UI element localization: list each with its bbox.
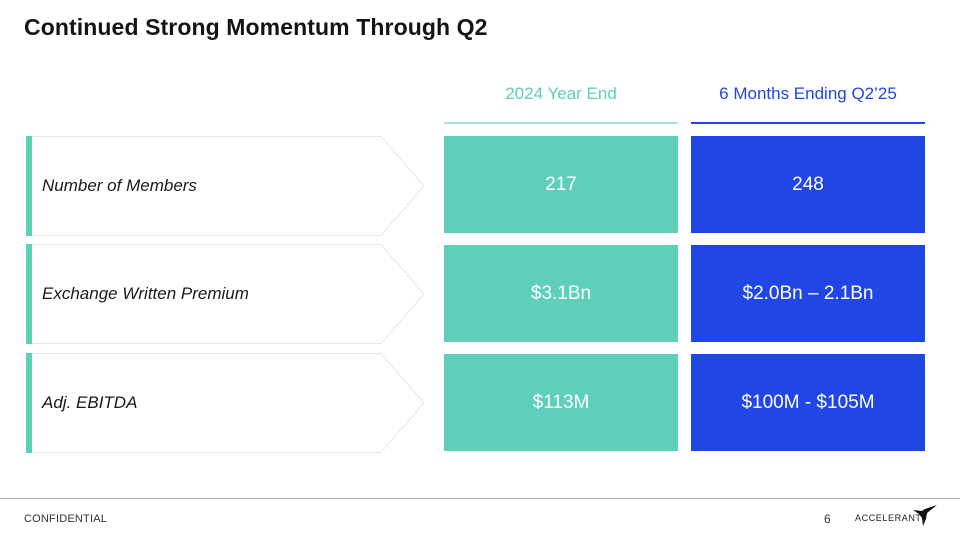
row-label-text: Adj. EBITDA (42, 393, 138, 412)
value-cell-2024-ebitda: $113M (444, 354, 678, 451)
row-label-number-of-members: Number of Members (26, 136, 426, 236)
page-number: 6 (824, 512, 831, 526)
value-cell-2024-premium: $3.1Bn (444, 245, 678, 342)
row-accent-bar (26, 353, 32, 453)
column-header-2024-year-end: 2024 Year End (505, 84, 617, 103)
column-header-underline (444, 122, 678, 124)
row-label-text: Exchange Written Premium (42, 284, 249, 303)
confidential-label: CONFIDENTIAL (24, 513, 108, 525)
row-label-exchange-written-premium: Exchange Written Premium (26, 244, 426, 344)
brand-logo-text: ACCELERANT (855, 513, 922, 523)
row-accent-bar (26, 136, 32, 236)
slide-title: Continued Strong Momentum Through Q2 (24, 14, 488, 40)
value-cell-q2-ebitda: $100M - $105M (691, 354, 925, 451)
footer-divider (0, 498, 960, 499)
row-accent-bar (26, 244, 32, 344)
column-header-6-months-q2: 6 Months Ending Q2’25 (719, 84, 897, 103)
row-label-text: Number of Members (42, 176, 197, 195)
value-cell-2024-members: 217 (444, 136, 678, 233)
bird-icon (913, 505, 937, 526)
value-cell-q2-premium: $2.0Bn – 2.1Bn (691, 245, 925, 342)
value-cell-q2-members: 248 (691, 136, 925, 233)
row-label-adj-ebitda: Adj. EBITDA (26, 353, 426, 453)
column-header-underline (691, 122, 925, 124)
